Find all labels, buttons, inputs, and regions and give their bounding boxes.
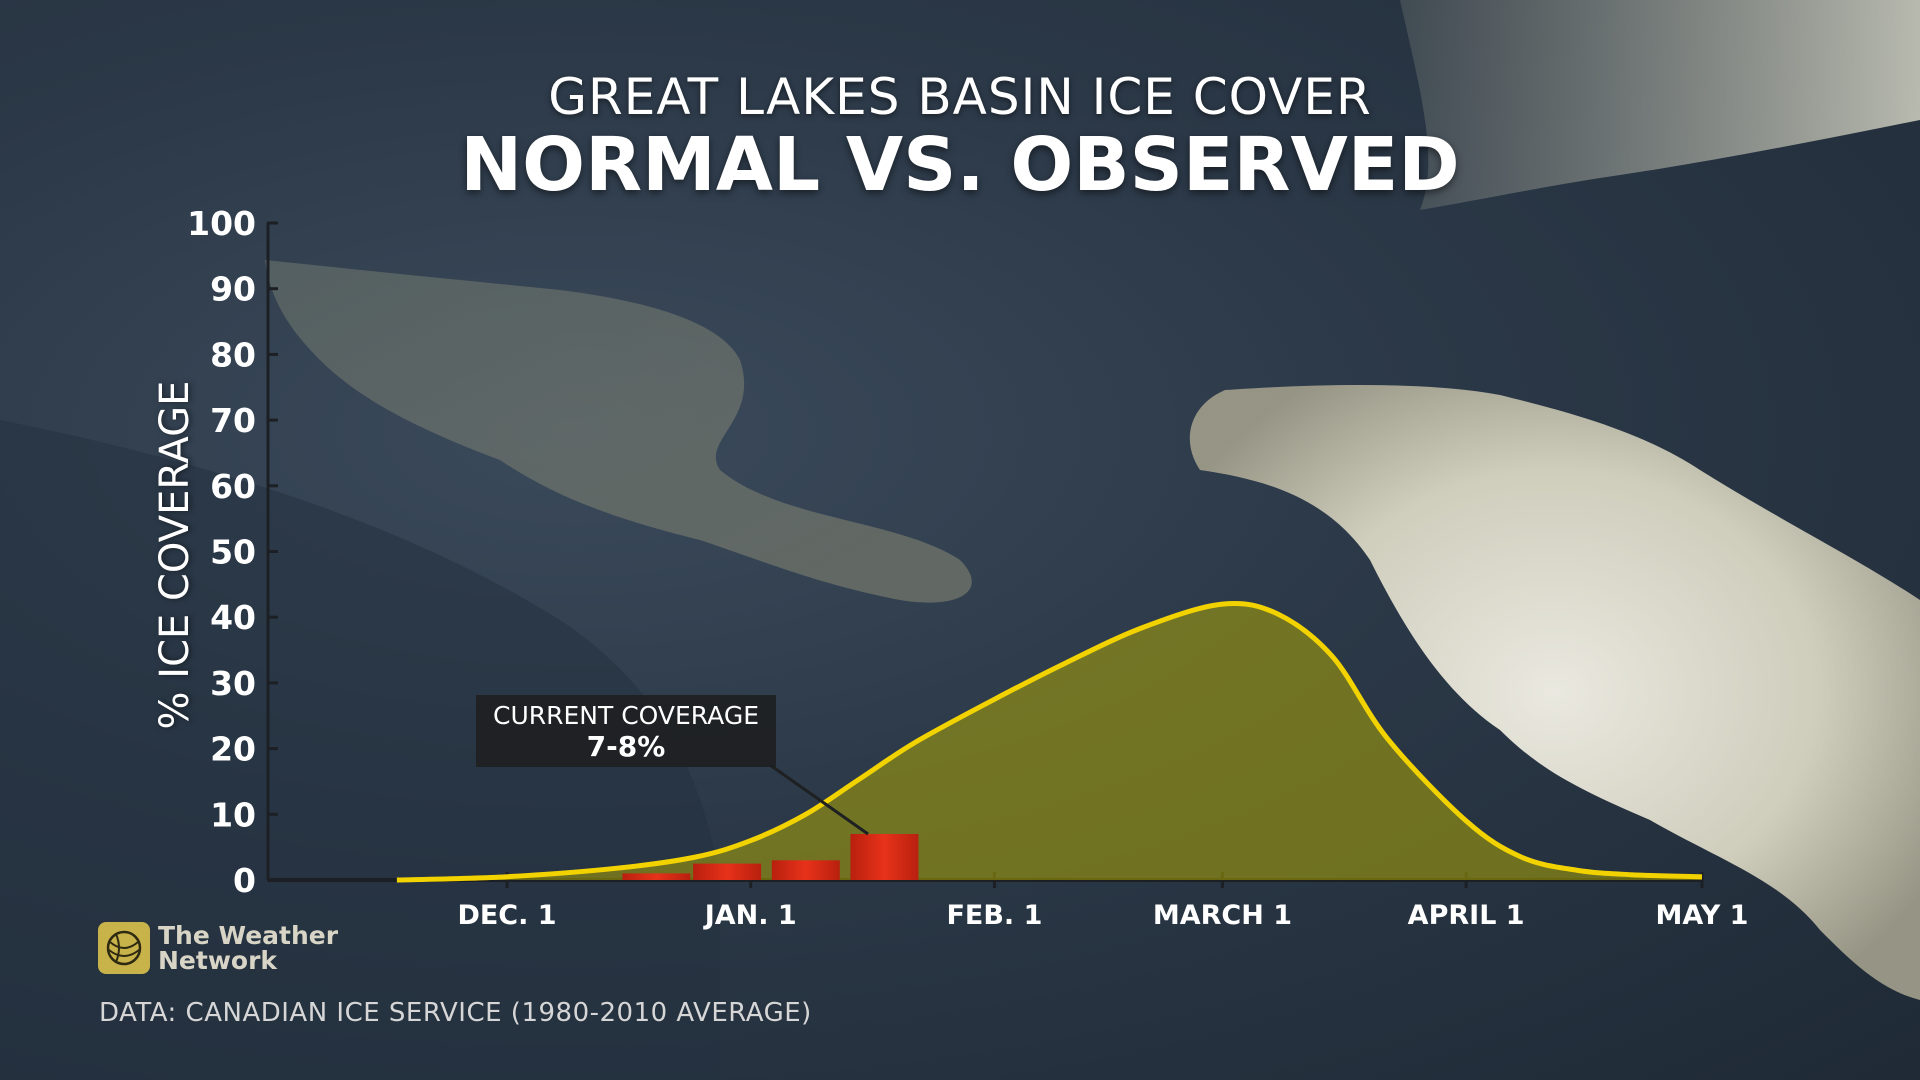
- y-tick-label: 10: [210, 795, 256, 834]
- y-tick-label: 60: [210, 467, 256, 506]
- y-tick-label: 90: [210, 270, 256, 309]
- normal-area-line: [396, 600, 1703, 883]
- logo-text: The Weather Network: [158, 921, 339, 975]
- lake-shape-east: [1189, 385, 1920, 1000]
- y-axis-title: % ICE COVERAGE: [152, 380, 198, 730]
- x-tick-label: APRIL 1: [1408, 900, 1525, 931]
- y-tick-label: 50: [210, 533, 256, 572]
- x-tick-label: MARCH 1: [1153, 900, 1292, 931]
- observed-bar: [850, 834, 919, 880]
- normal-area-fill: [396, 603, 1702, 880]
- weather-network-logo: The Weather Network: [98, 922, 338, 974]
- x-tick-label: MAY 1: [1656, 900, 1749, 931]
- x-axis: DEC. 1 JAN. 1 FEB. 1 MARCH 1 APRIL 1 MAY 1: [268, 872, 1748, 931]
- y-tick-label: 100: [187, 204, 256, 243]
- x-tick-label: JAN. 1: [703, 900, 797, 931]
- globe-icon: [98, 922, 150, 974]
- x-tick-label: DEC. 1: [457, 900, 556, 931]
- observed-bar: [693, 863, 762, 880]
- observed-bar: [771, 860, 840, 880]
- y-tick-label: 80: [210, 335, 256, 374]
- y-tick-label: 20: [210, 730, 256, 769]
- normal-area-series: [396, 600, 1703, 883]
- y-axis: 0 10 20 30 40 50 60 70 80 90 100: [187, 204, 278, 900]
- y-tick-label: 30: [210, 664, 256, 703]
- chart-subtitle: NORMAL VS. OBSERVED: [460, 122, 1460, 208]
- y-tick-label: 0: [233, 861, 256, 900]
- lake-shape-north: [1400, 0, 1920, 210]
- observed-bar-series: [622, 834, 919, 880]
- lake-shape-west: [265, 260, 972, 603]
- y-tick-label: 70: [210, 401, 256, 440]
- callout-label: CURRENT COVERAGE: [493, 701, 759, 730]
- current-coverage-callout: CURRENT COVERAGE 7-8%: [476, 695, 776, 767]
- y-tick-label: 40: [210, 598, 256, 637]
- callout-value: 7-8%: [586, 730, 666, 763]
- callout-leader-line: [769, 763, 869, 836]
- x-tick-label: FEB. 1: [946, 900, 1042, 931]
- land-shading: [0, 420, 720, 1080]
- chart-title: GREAT LAKES BASIN ICE COVER: [548, 68, 1372, 126]
- data-source-note: DATA: CANADIAN ICE SERVICE (1980-2010 AV…: [99, 998, 812, 1028]
- observed-bar: [622, 873, 691, 880]
